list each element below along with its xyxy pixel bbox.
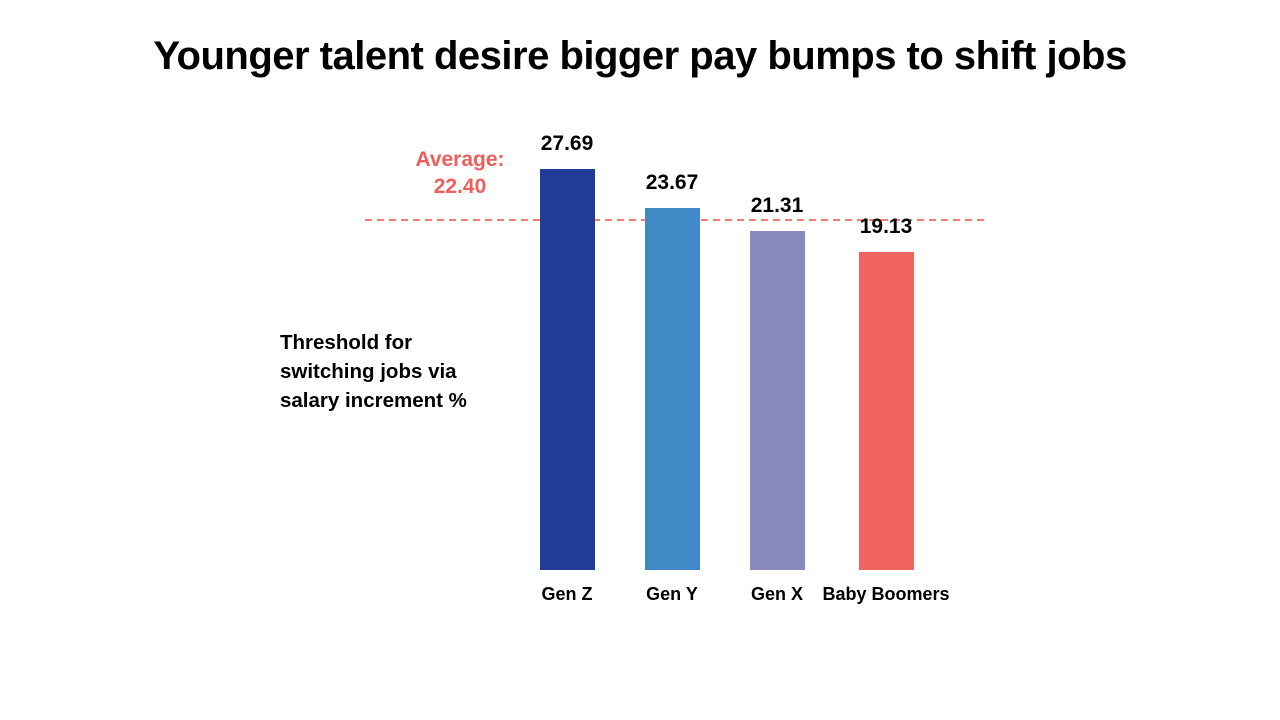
- bar-value-label-baby-boomers: 19.13: [859, 214, 913, 238]
- bar-category-label-gen-x: Gen X: [750, 584, 804, 604]
- bar-category-label-gen-y: Gen Y: [646, 584, 698, 604]
- average-value: 22.40: [433, 175, 487, 198]
- bar-value-label-gen-z: 27.69: [540, 132, 594, 155]
- average-label-prefix: Average:: [415, 148, 505, 171]
- average-label: Average: 22.40: [365, 146, 555, 200]
- bar-baby-boomers: [858, 251, 914, 570]
- bar-category-label-gen-z: Gen Z: [541, 584, 593, 604]
- bar-gen-z: [539, 169, 595, 570]
- bar-category-label-baby-boomers: Baby Boomers: [822, 584, 950, 604]
- bar-gen-x: [749, 230, 805, 570]
- bar-gen-y: [644, 207, 700, 570]
- bar-value-label-gen-x: 21.31: [750, 193, 804, 217]
- bar-value-label-gen-y: 23.67: [645, 170, 699, 194]
- y-axis-label: Threshold for switching jobs via salary …: [280, 331, 467, 412]
- chart-title: Younger talent desire bigger pay bumps t…: [153, 34, 1127, 78]
